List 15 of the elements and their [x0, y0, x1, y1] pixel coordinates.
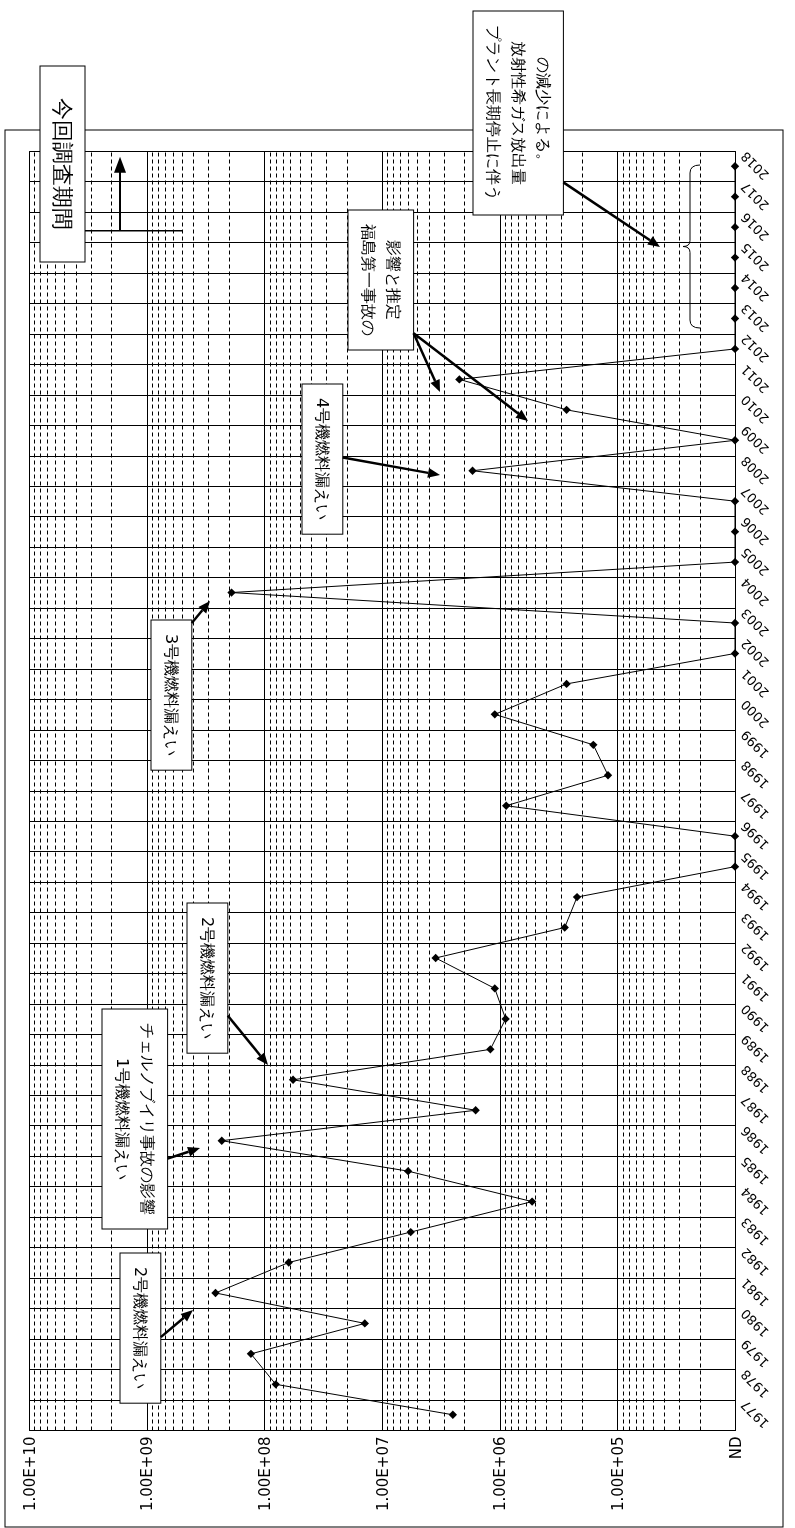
x-tick-label: 1.00E+08 [255, 1436, 274, 1512]
annotation: 今回調査期間 [50, 98, 75, 230]
x-tick-label: 1.00E+07 [373, 1436, 392, 1512]
annotation: 福島第一事故の影響と推定 [358, 224, 403, 336]
annotation: 2号機燃料漏えい [197, 917, 217, 1040]
x-tick-label: 1.00E+09 [138, 1436, 157, 1512]
x-tick-label: 1.00E+10 [20, 1436, 39, 1512]
x-tick-label: 1.00E+06 [491, 1436, 510, 1512]
annotation: 1号機燃料漏えいチェルノブイリ事故の影響 [112, 1023, 157, 1215]
annotation: 2号機燃料漏えい [130, 1267, 150, 1390]
x-tick-label: 1.00E+05 [608, 1436, 627, 1512]
annotation: 3号機燃料漏えい [161, 634, 181, 757]
x-tick-label: ND [726, 1436, 745, 1460]
annotation: 4号機燃料漏えい [312, 398, 332, 521]
annotation: プラント長期停止に伴う放射性希ガス放出量の減少による。 [483, 25, 553, 201]
